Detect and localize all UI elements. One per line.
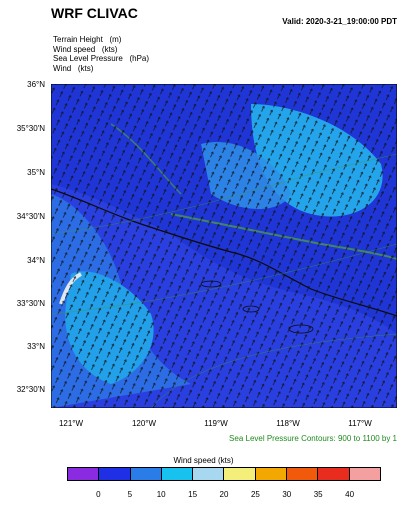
slp-contours (51, 153, 397, 408)
lon-label: 119°W (204, 419, 228, 428)
lat-label: 33°N (27, 342, 45, 351)
colorbar-tick-label: 30 (282, 490, 292, 499)
lat-label: 34°30'N (16, 212, 45, 221)
colorbar-swatch (161, 468, 194, 480)
colorbar-tick-label: 5 (127, 490, 133, 499)
lon-label: 118°W (276, 419, 300, 428)
lat-label: 33°30'N (16, 299, 45, 308)
colorbar-tick-label: 35 (313, 490, 323, 499)
colorbar-swatch (255, 468, 288, 480)
field-wind-speed: Wind speed (kts) (53, 44, 118, 54)
lon-label: 120°W (131, 419, 157, 428)
colorbar-tick-label: 0 (96, 490, 101, 499)
map-title: WRF CLIVAC (51, 5, 138, 21)
lat-label: 32°30'N (16, 385, 45, 394)
lon-label: 121°W (58, 419, 84, 428)
colorbar-tick-label: 10 (156, 490, 166, 499)
field-wind: Wind (kts) (53, 63, 94, 73)
valid-time: Valid: 2020-3-21_19:00:00 PDT (282, 17, 397, 26)
lat-label: 35°N (27, 168, 45, 177)
lat-label: 35°30'N (16, 124, 45, 133)
colorbar-swatch (99, 468, 131, 480)
field-terrain: Terrain Height (m) (53, 35, 122, 44)
colorbar-swatch (287, 468, 319, 480)
colorbar-swatch (68, 468, 100, 480)
lat-label: 34°N (27, 256, 45, 265)
lat-label: 36°N (27, 80, 45, 89)
field-slp: Sea Level Pressure (hPa) (53, 54, 150, 63)
wind-vectors (51, 84, 397, 408)
wind-map (51, 84, 397, 408)
colorbar-swatch (224, 468, 256, 480)
field-list: Terrain Height (m) Wind speed (kts) Sea … (53, 35, 149, 73)
slp-contour-note: Sea Level Pressure Contours: 900 to 1100… (229, 434, 397, 443)
colorbar-swatch (349, 468, 380, 480)
colorbar (67, 467, 381, 481)
lon-label: 117°W (348, 419, 372, 428)
colorbar-tick-label: 40 (345, 490, 355, 499)
colorbar-tick-label: 20 (219, 490, 229, 499)
colorbar-title: Wind speed (kts) (173, 456, 234, 465)
colorbar-swatch (193, 468, 225, 480)
colorbar-tick-label: 25 (250, 490, 260, 499)
colorbar-tick-label: 15 (188, 490, 198, 499)
colorbar-swatch (318, 468, 350, 480)
colorbar-swatch (130, 468, 162, 480)
